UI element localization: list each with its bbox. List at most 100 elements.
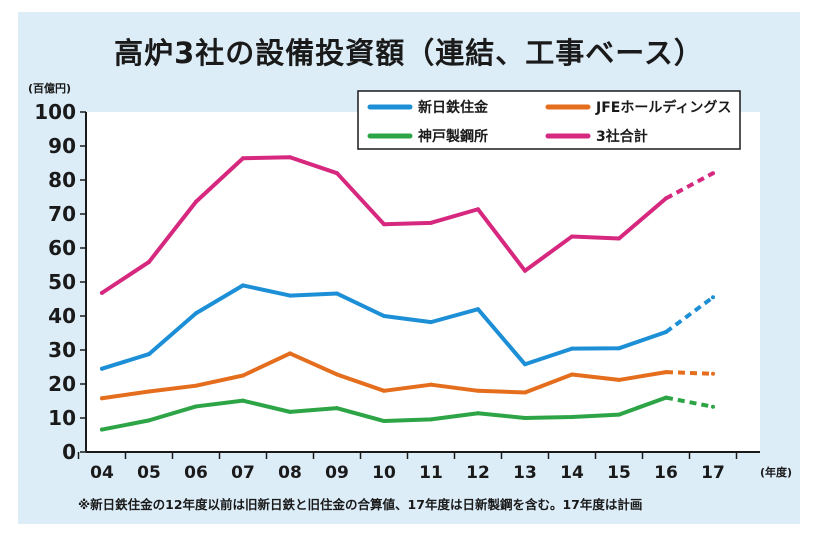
y-tick-label: 80	[48, 168, 76, 192]
series-plan-line	[665, 395, 714, 409]
data-point	[429, 382, 433, 387]
data-point	[241, 398, 245, 403]
data-point	[147, 259, 151, 264]
y-tick-label: 70	[48, 202, 76, 226]
data-point	[288, 351, 292, 356]
data-point	[617, 346, 621, 351]
data-point	[382, 388, 386, 393]
series-plan-line	[665, 370, 714, 376]
x-tick-label: 08	[278, 463, 302, 483]
data-point	[664, 370, 668, 375]
data-point	[476, 411, 480, 416]
data-point	[241, 373, 245, 378]
data-point	[617, 236, 621, 241]
data-point	[382, 419, 386, 424]
data-point	[711, 295, 715, 300]
legend-box	[357, 90, 741, 150]
data-point	[523, 416, 527, 420]
data-point	[476, 207, 480, 212]
data-point	[711, 371, 715, 376]
data-point	[194, 404, 198, 409]
data-point	[241, 283, 245, 288]
plot-area	[86, 112, 760, 452]
data-point	[664, 196, 668, 201]
y-tick-label: 90	[48, 134, 76, 158]
x-tick-label: 04	[90, 463, 114, 483]
data-point	[617, 377, 621, 382]
x-tick-label: 07	[231, 463, 255, 483]
data-point	[194, 199, 198, 204]
x-tick-label: 16	[654, 463, 678, 483]
data-point	[288, 409, 292, 414]
x-tick-label: 05	[137, 463, 161, 483]
series-4	[100, 155, 715, 295]
x-tick-label: 14	[560, 463, 584, 483]
x-tick-label: 11	[419, 463, 443, 483]
chart-title: 高炉3社の設備投資額（連結、工事ベース）	[114, 36, 704, 70]
data-point	[241, 156, 245, 161]
data-point	[100, 366, 104, 371]
y-tick-label: 60	[48, 236, 76, 260]
line-chart: 0 10 20 30 40 50 60 70 80 90 100 04 05 06 07 08 09 10 11 12…	[28, 81, 792, 483]
data-point	[617, 412, 621, 417]
y-axis-label: (百億円)	[28, 81, 71, 95]
x-tick-label: 10	[372, 463, 396, 483]
series-plan-line	[665, 171, 714, 201]
data-point	[570, 346, 574, 351]
data-point	[523, 362, 527, 367]
data-point	[335, 171, 339, 176]
data-point	[664, 329, 668, 334]
y-tick-label: 10	[48, 406, 76, 430]
x-tick-label: 12	[466, 463, 490, 483]
data-point	[570, 414, 574, 419]
x-tick-label: 13	[513, 463, 537, 483]
x-tick-label: 09	[325, 463, 349, 483]
y-tick-label: 30	[48, 338, 76, 362]
legend-label: 3社合計	[596, 128, 648, 145]
data-point	[194, 383, 198, 388]
x-tick-label: 17	[701, 463, 725, 483]
footnote: ※新日鉄住金の12年度以前は旧新日鉄と旧住金の合算値、17年度は日新製鋼を含む。…	[78, 497, 643, 512]
data-point	[382, 314, 386, 318]
legend-label: JFEホールディングス	[595, 99, 731, 116]
data-point	[429, 220, 433, 225]
series-plan-line	[664, 295, 715, 334]
data-point	[147, 418, 151, 423]
data-point	[100, 427, 104, 432]
y-tick-label: 50	[48, 270, 76, 294]
data-point	[570, 372, 574, 377]
data-point	[100, 396, 104, 401]
series-3	[100, 395, 715, 432]
data-point	[429, 320, 433, 325]
y-tick-label: 20	[48, 372, 76, 396]
data-point	[288, 293, 292, 298]
y-tick-label: 40	[48, 304, 76, 328]
data-point	[711, 404, 715, 409]
data-point	[523, 390, 527, 395]
x-tick-label: 06	[184, 463, 208, 483]
data-point	[570, 234, 574, 239]
x-tick-label: 15	[607, 463, 631, 483]
data-point	[147, 389, 151, 394]
legend-label: 新日鉄住金	[418, 99, 489, 116]
data-point	[335, 406, 339, 411]
chart-frame: 高炉3社の設備投資額（連結、工事ベース） 0 10 20 30 40 50 60 70 80 90…	[18, 12, 800, 524]
data-point	[335, 372, 339, 377]
series-1	[100, 283, 715, 371]
data-point	[382, 222, 386, 227]
data-point	[523, 268, 527, 273]
data-point	[711, 171, 715, 176]
data-point	[194, 311, 198, 316]
series-2	[100, 351, 715, 401]
data-point	[335, 291, 339, 296]
data-point	[476, 388, 480, 393]
y-tick-label: 0	[62, 440, 76, 464]
x-axis-label: (年度)	[760, 465, 792, 479]
data-point	[429, 417, 433, 422]
data-point	[147, 352, 151, 357]
data-point	[100, 290, 104, 295]
data-point	[476, 307, 480, 312]
data-point	[288, 155, 292, 160]
legend-label: 神戸製鋼所	[418, 128, 488, 145]
